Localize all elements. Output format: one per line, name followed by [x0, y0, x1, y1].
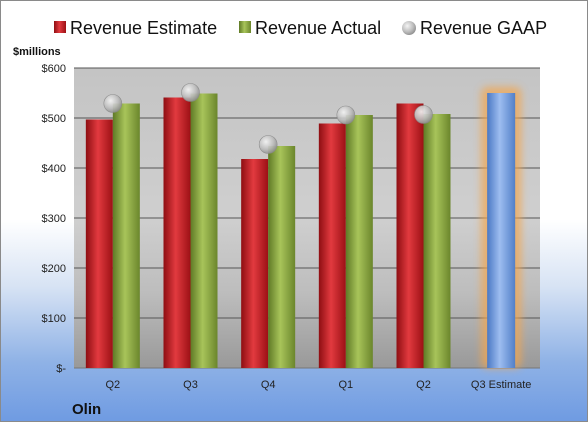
x-axis-ticks: Q2 Q3 Q4 Q1 Q2 Q3 Estimate: [105, 379, 531, 391]
legend-swatch-revenue-gaap: [402, 21, 416, 35]
legend-swatch-revenue-actual: [239, 21, 251, 33]
x-tick-label-0: Q2: [105, 379, 120, 391]
y-tick-label-100: $100: [42, 313, 66, 325]
y-unit-label: $millions: [13, 46, 61, 58]
bar-revenue-estimate-2: [241, 159, 269, 368]
y-axis-ticks: $- $100 $200 $300 $400 $500 $600: [42, 63, 67, 375]
marker-revenue-gaap-2: [258, 135, 278, 154]
y-tick-label-500: $500: [42, 113, 66, 125]
gaap-markers: [103, 83, 433, 154]
bar-revenue-actual-1: [190, 93, 218, 368]
marker-revenue-gaap-0: [103, 94, 123, 113]
legend: Revenue Estimate Revenue Actual Revenue …: [54, 18, 547, 38]
legend-swatch-revenue-estimate: [54, 21, 66, 33]
legend-label-revenue-gaap: Revenue GAAP: [420, 18, 547, 38]
y-tick-label-300: $300: [42, 213, 66, 225]
bar-revenue-estimate-4: [396, 103, 424, 368]
bar-revenue-actual-3: [345, 115, 373, 368]
x-tick-label-4: Q2: [416, 379, 431, 391]
company-name: Olin: [72, 401, 101, 418]
bars: [85, 87, 522, 368]
gridlines: [74, 67, 540, 369]
marker-revenue-gaap-1: [181, 83, 200, 102]
bar-revenue-actual-2: [268, 146, 296, 368]
marker-revenue-gaap-3: [336, 105, 356, 125]
marker-revenue-gaap-4: [414, 105, 433, 124]
bar-revenue-estimate-1: [163, 97, 191, 368]
y-tick-label-600: $600: [42, 63, 66, 75]
legend-label-revenue-estimate: Revenue Estimate: [70, 18, 217, 38]
x-tick-label-2: Q4: [261, 379, 276, 391]
y-tick-label-0: $-: [56, 363, 66, 375]
bar-revenue-estimate-0: [85, 119, 113, 368]
bar-revenue-actual-4: [423, 114, 451, 368]
y-tick-label-200: $200: [42, 263, 66, 275]
bar-revenue-actual-0: [112, 103, 140, 368]
legend-label-revenue-actual: Revenue Actual: [255, 18, 381, 38]
x-tick-label-5: Q3 Estimate: [471, 379, 532, 391]
x-tick-label-3: Q1: [338, 379, 353, 391]
y-tick-label-400: $400: [42, 163, 66, 175]
x-tick-label-1: Q3: [183, 379, 198, 391]
bar-revenue-estimate-3: [318, 123, 346, 368]
bar-projection-q3-estimate: [487, 93, 516, 368]
